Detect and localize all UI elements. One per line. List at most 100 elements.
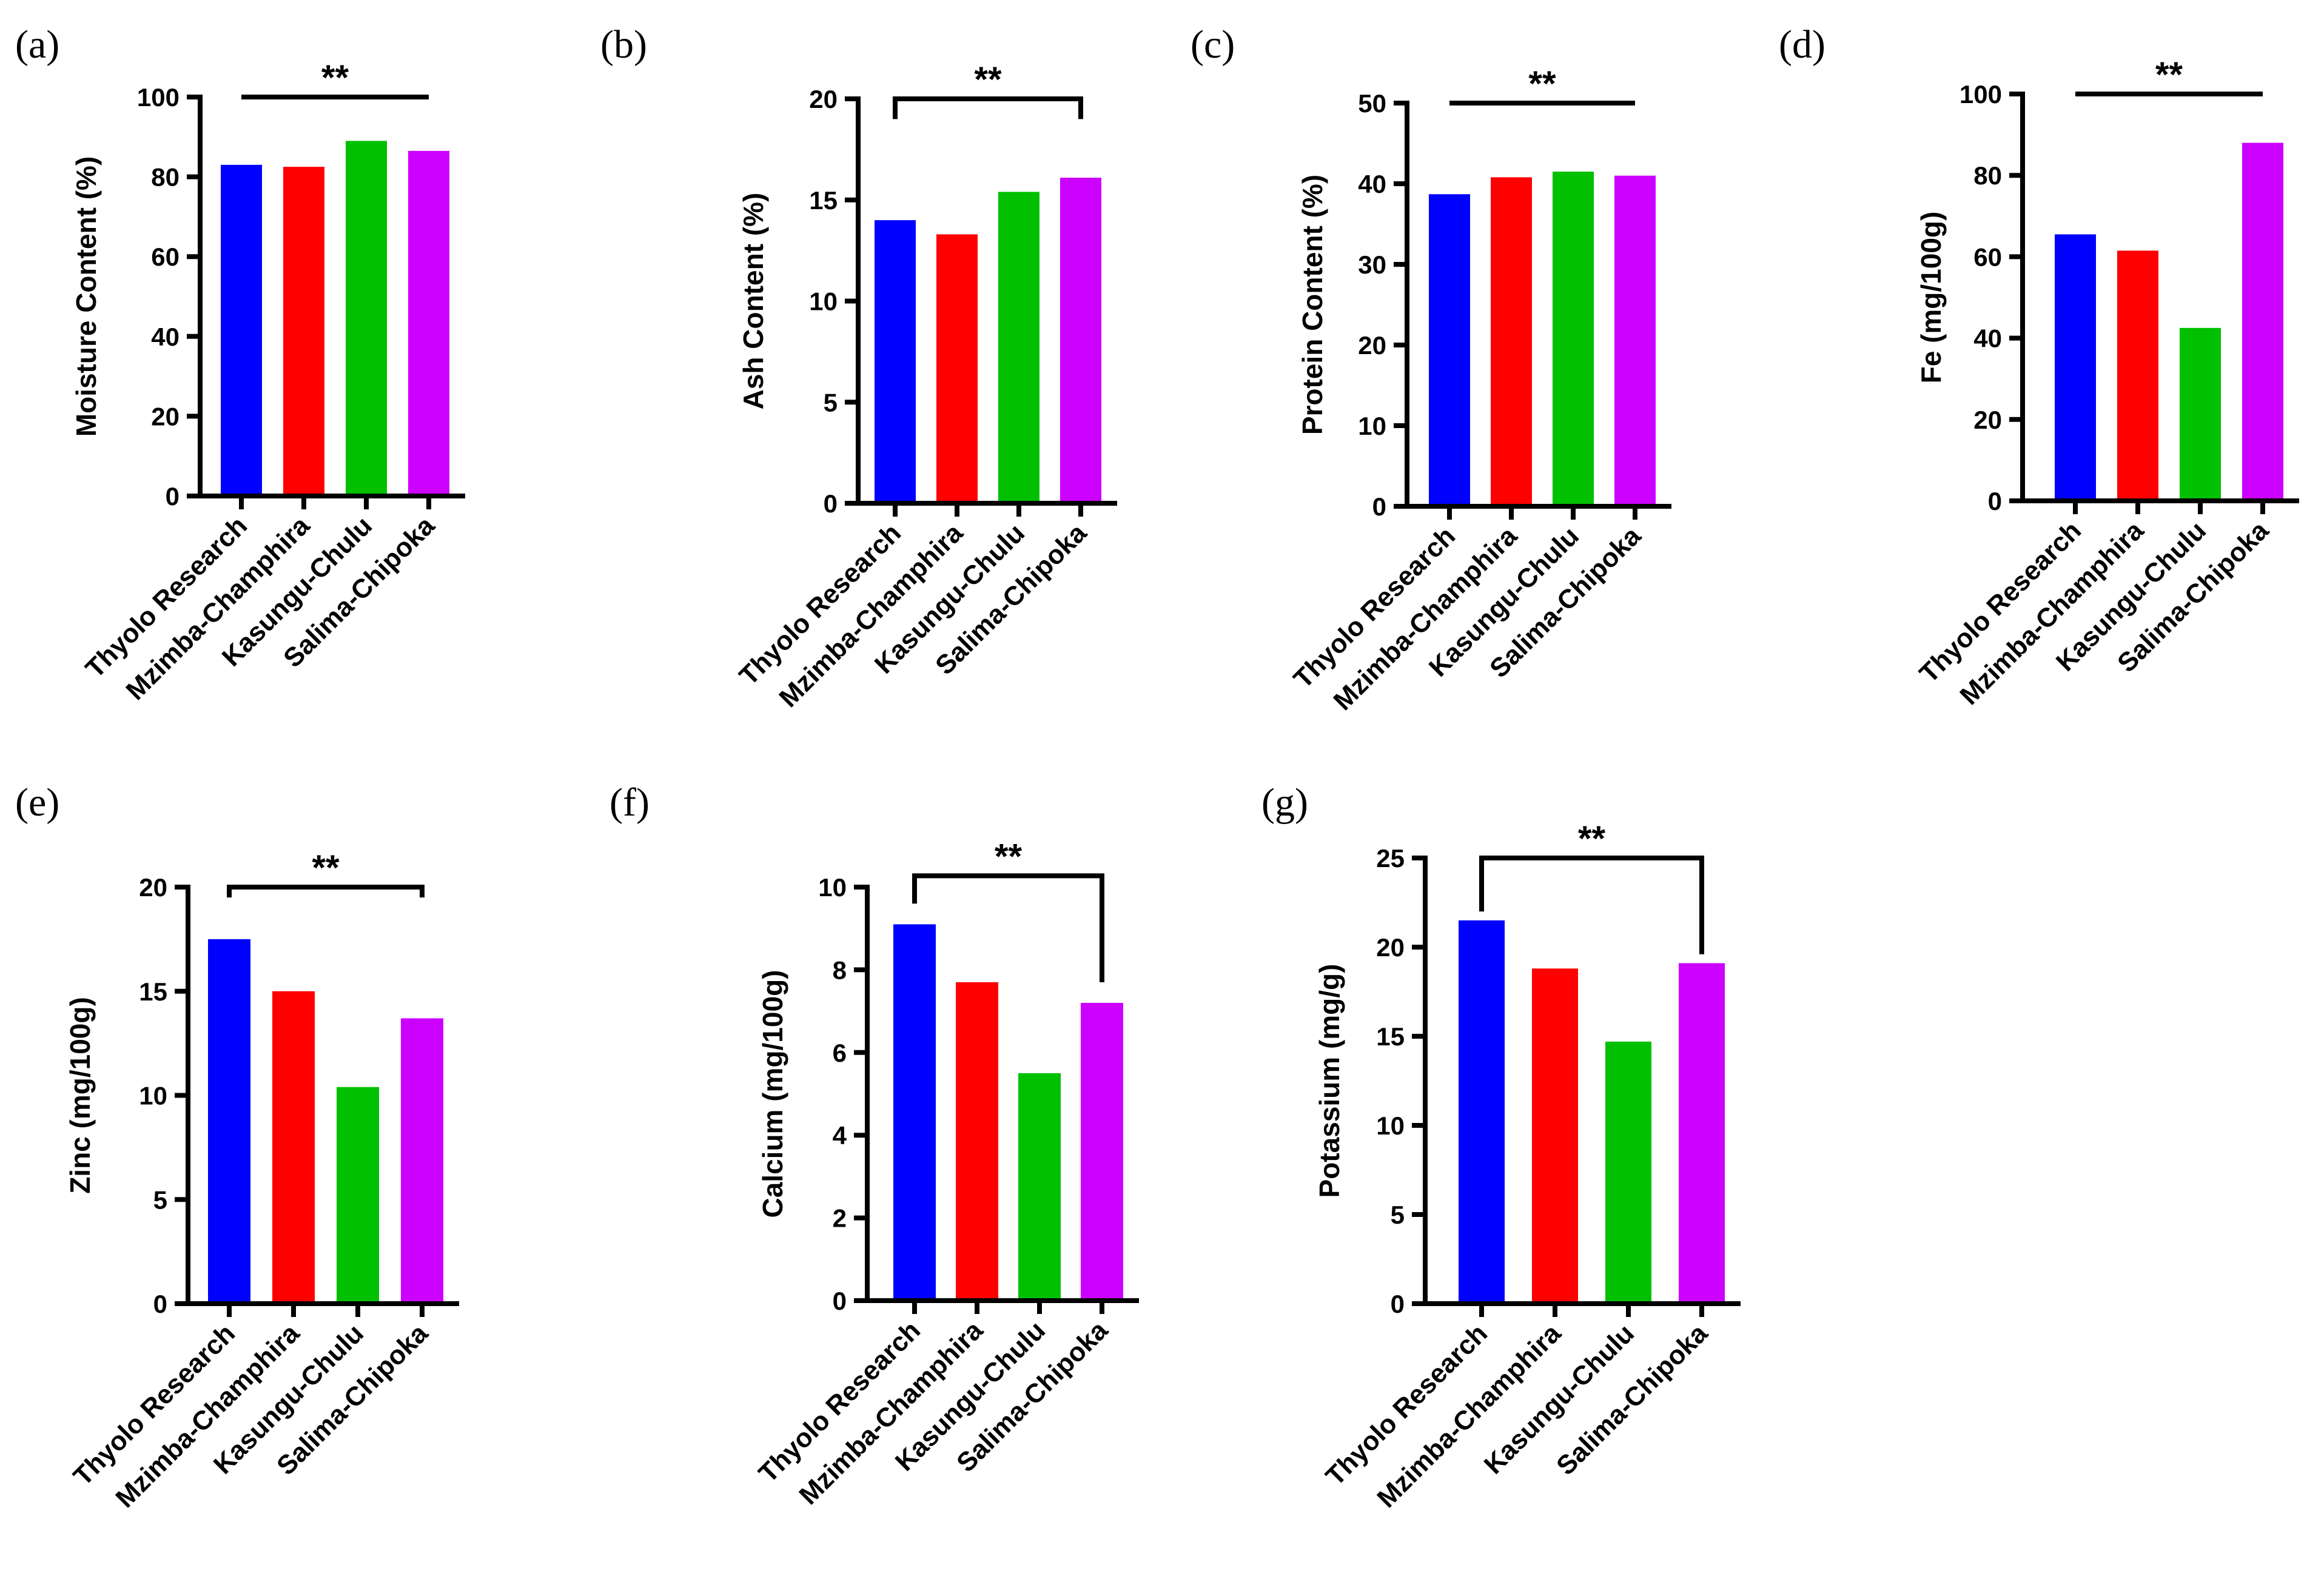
bar-thyolo-research: [208, 939, 250, 1304]
significance-bracket: [893, 96, 1083, 119]
y-tick-label: 10: [1358, 412, 1386, 440]
y-tick-label: 2: [833, 1204, 847, 1233]
y-tick-label: 20: [139, 873, 167, 902]
y-tick-label: 0: [1988, 487, 2002, 515]
y-tick-label: 20: [1358, 331, 1386, 360]
y-tick-label: 0: [833, 1287, 847, 1315]
y-axis-title: Moisture Content (%): [70, 156, 102, 437]
y-tick-label: 100: [1960, 80, 2002, 109]
y-tick-label: 20: [1376, 933, 1405, 962]
y-axis-title: Zinc (mg/100g): [64, 997, 96, 1194]
y-tick-label: 50: [1358, 89, 1386, 118]
y-tick-label: 100: [137, 83, 180, 112]
y-tick-label: 15: [809, 186, 838, 215]
panel-label: (c): [1191, 22, 1235, 67]
bar-mzimba-champhira: [956, 982, 998, 1301]
significance-bracket: [912, 873, 1104, 982]
panel-label: (b): [600, 22, 647, 67]
panel-label: (a): [15, 22, 59, 67]
significance-bracket: [227, 885, 425, 898]
y-tick-label: 60: [1973, 243, 2002, 271]
y-tick-label: 5: [153, 1185, 167, 1214]
bar-kasungu-chulu: [1605, 1041, 1651, 1304]
bar-thyolo-research: [1459, 920, 1505, 1304]
y-tick-label: 30: [1358, 250, 1386, 279]
bar-kasungu-chulu: [998, 192, 1039, 503]
y-axis-title: Calcium (mg/100g): [757, 970, 788, 1218]
y-tick-label: 6: [833, 1039, 847, 1067]
significance-label: **: [321, 58, 349, 98]
y-tick-label: 40: [151, 323, 180, 351]
y-tick-label: 10: [809, 287, 838, 316]
bar-mzimba-champhira: [283, 167, 324, 496]
panel-label: (d): [1779, 22, 1825, 67]
y-tick-label: 10: [139, 1082, 167, 1110]
bar-thyolo-research: [1429, 194, 1470, 506]
y-tick-label: 10: [818, 873, 847, 902]
bar-thyolo-research: [893, 924, 936, 1301]
significance-label: **: [2155, 55, 2183, 95]
panel-label: (g): [1261, 780, 1308, 825]
bar-thyolo-research: [875, 220, 916, 503]
bar-kasungu-chulu: [2180, 327, 2221, 501]
bar-salima-chipoka: [1614, 175, 1656, 506]
y-tick-label: 40: [1973, 324, 2002, 353]
significance-bracket: [1479, 856, 1704, 954]
bar-kasungu-chulu: [346, 141, 387, 496]
bar-mzimba-champhira: [936, 234, 978, 503]
y-tick-label: 10: [1376, 1111, 1405, 1140]
y-tick-label: 0: [1372, 492, 1386, 521]
bar-salima-chipoka: [401, 1018, 443, 1304]
bar-salima-chipoka: [1060, 178, 1101, 503]
y-tick-label: 4: [833, 1121, 847, 1150]
bar-kasungu-chulu: [337, 1087, 379, 1304]
bar-mzimba-champhira: [272, 991, 315, 1304]
y-tick-label: 20: [151, 402, 180, 431]
panel-label: (f): [610, 780, 650, 825]
y-tick-label: 15: [139, 977, 167, 1006]
y-axis-title: Protein Content (%): [1297, 175, 1328, 435]
y-tick-label: 0: [1391, 1290, 1405, 1318]
y-tick-label: 0: [153, 1290, 167, 1318]
panel-label: (e): [15, 780, 59, 825]
significance-label: **: [1528, 64, 1556, 104]
significance-label: **: [995, 837, 1023, 876]
bar-kasungu-chulu: [1553, 172, 1594, 506]
y-tick-label: 0: [166, 482, 180, 511]
bar-mzimba-champhira: [1491, 177, 1532, 506]
bar-thyolo-research: [2055, 234, 2096, 501]
y-tick-label: 25: [1376, 844, 1405, 873]
significance-label: **: [1578, 819, 1606, 859]
y-axis-title: Fe (mg/100g): [1915, 212, 1947, 384]
y-tick-label: 15: [1376, 1022, 1405, 1051]
y-tick-label: 5: [824, 388, 838, 417]
bar-kasungu-chulu: [1018, 1073, 1061, 1301]
bar-salima-chipoka: [408, 150, 449, 496]
y-tick-label: 0: [824, 489, 838, 518]
y-tick-label: 20: [1973, 406, 2002, 434]
y-tick-label: 5: [1391, 1201, 1405, 1229]
y-tick-label: 20: [809, 85, 838, 113]
bar-salima-chipoka: [2242, 142, 2283, 501]
significance-label: **: [974, 60, 1002, 99]
bar-mzimba-champhira: [2117, 250, 2158, 501]
y-tick-label: 80: [1973, 161, 2002, 190]
bar-salima-chipoka: [1679, 963, 1725, 1304]
y-tick-label: 40: [1358, 170, 1386, 198]
y-tick-label: 8: [833, 956, 847, 984]
bar-mzimba-champhira: [1532, 968, 1578, 1304]
y-tick-label: 80: [151, 163, 180, 192]
significance-label: **: [312, 848, 340, 888]
y-axis-title: Potassium (mg/g): [1314, 964, 1345, 1198]
y-tick-label: 60: [151, 243, 180, 271]
y-axis-title: Ash Content (%): [737, 193, 769, 410]
bar-salima-chipoka: [1081, 1002, 1123, 1301]
